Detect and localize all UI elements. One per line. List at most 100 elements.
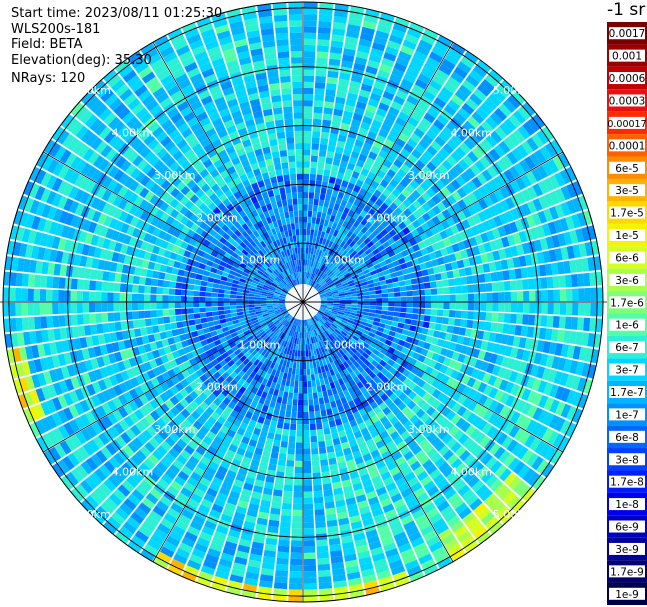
range-gate-cell bbox=[205, 362, 214, 370]
range-gate-cell bbox=[242, 305, 249, 309]
range-gate-cell bbox=[526, 452, 539, 467]
range-gate-cell bbox=[323, 285, 330, 290]
range-gate-cell bbox=[290, 336, 294, 344]
range-gate-cell bbox=[328, 272, 335, 278]
range-gate-cell bbox=[344, 289, 351, 294]
range-gate-cell bbox=[39, 357, 49, 371]
range-gate-cell bbox=[288, 435, 296, 443]
range-gate-cell bbox=[248, 296, 255, 300]
range-gate-cell bbox=[108, 493, 123, 507]
range-gate-cell bbox=[346, 503, 358, 512]
range-gate-cell bbox=[199, 440, 210, 451]
range-gate-cell bbox=[512, 256, 521, 268]
range-gate-cell bbox=[380, 471, 392, 481]
range-gate-cell bbox=[125, 428, 137, 441]
range-gate-cell bbox=[488, 521, 503, 535]
range-gate-cell bbox=[453, 163, 465, 175]
range-gate-cell bbox=[338, 517, 350, 526]
range-gate-cell bbox=[156, 287, 164, 295]
range-gate-cell bbox=[537, 409, 549, 424]
range-gate-cell bbox=[261, 293, 268, 297]
range-gate-cell bbox=[577, 195, 588, 211]
range-gate-cell bbox=[471, 445, 484, 458]
range-gate-cell bbox=[63, 352, 73, 365]
range-gate-cell bbox=[154, 186, 165, 198]
range-gate-cell bbox=[133, 266, 142, 276]
range-gate-cell bbox=[544, 328, 553, 341]
range-gate-cell bbox=[181, 509, 194, 520]
range-gate-cell bbox=[69, 200, 79, 214]
range-gate-cell bbox=[355, 179, 364, 188]
range-gate-cell bbox=[416, 470, 429, 482]
range-gate-cell bbox=[251, 340, 258, 347]
range-gate-cell bbox=[260, 299, 267, 302]
range-gate-cell bbox=[369, 328, 377, 335]
range-gate-cell bbox=[229, 225, 238, 233]
range-gate-cell bbox=[118, 382, 129, 394]
range-gate-cell bbox=[303, 375, 307, 382]
range-gate-cell bbox=[398, 50, 412, 62]
range-gate-cell bbox=[57, 459, 70, 474]
range-gate-cell bbox=[467, 284, 474, 293]
range-gate-cell bbox=[181, 225, 190, 235]
range-gate-cell bbox=[322, 352, 328, 359]
range-gate-cell bbox=[221, 244, 229, 252]
range-gate-cell bbox=[200, 339, 209, 347]
range-gate-cell bbox=[312, 466, 321, 473]
range-gate-cell bbox=[541, 290, 548, 302]
range-gate-cell bbox=[481, 120, 494, 134]
range-gate-cell bbox=[364, 382, 372, 391]
range-gate-cell bbox=[516, 291, 524, 302]
range-gate-cell bbox=[159, 190, 170, 201]
range-gate-cell bbox=[261, 291, 268, 295]
range-gate-cell bbox=[175, 282, 183, 289]
range-gate-cell bbox=[58, 277, 66, 289]
range-gate-cell bbox=[553, 219, 563, 234]
range-gate-cell bbox=[60, 366, 70, 379]
range-gate-cell bbox=[526, 171, 538, 185]
range-gate-cell bbox=[492, 302, 499, 312]
range-gate-cell bbox=[249, 363, 257, 371]
range-gate-cell bbox=[456, 187, 467, 199]
range-gate-cell bbox=[223, 420, 233, 429]
range-gate-cell bbox=[291, 528, 303, 535]
range-gate-cell bbox=[369, 244, 377, 252]
range-gate-cell bbox=[146, 269, 154, 278]
range-gate-cell bbox=[410, 229, 420, 238]
range-gate-cell bbox=[547, 158, 559, 174]
range-gate-cell bbox=[466, 377, 476, 388]
range-gate-cell bbox=[103, 69, 118, 83]
range-gate-cell bbox=[448, 167, 460, 179]
range-gate-cell bbox=[358, 556, 372, 566]
range-gate-cell bbox=[454, 146, 467, 159]
range-gate-cell bbox=[333, 320, 340, 326]
range-gate-cell bbox=[342, 368, 350, 376]
range-gate-cell bbox=[303, 192, 309, 199]
range-gate-cell bbox=[246, 235, 253, 243]
range-gate-cell bbox=[359, 241, 367, 249]
range-gate-cell bbox=[198, 504, 211, 515]
range-gate-cell bbox=[96, 199, 107, 212]
range-gate-cell bbox=[200, 230, 209, 239]
range-gate-cell bbox=[327, 525, 339, 534]
range-gate-cell bbox=[392, 143, 403, 153]
range-gate-cell bbox=[249, 371, 257, 379]
range-gate-cell bbox=[373, 36, 388, 46]
range-gate-cell bbox=[96, 405, 107, 418]
range-gate-cell bbox=[109, 261, 118, 272]
range-gate-cell bbox=[206, 316, 214, 322]
range-gate-cell bbox=[318, 340, 323, 348]
range-gate-cell bbox=[211, 476, 223, 487]
range-gate-cell bbox=[357, 307, 364, 312]
range-gate-cell bbox=[303, 87, 314, 95]
range-gate-cell bbox=[382, 328, 390, 335]
range-gate-cell bbox=[326, 82, 337, 91]
range-gate-cell bbox=[137, 363, 147, 374]
range-gate-cell bbox=[172, 459, 184, 470]
range-gate-cell bbox=[260, 370, 267, 378]
range-gate-cell bbox=[224, 540, 238, 551]
range-gate-cell bbox=[444, 333, 453, 342]
range-gate-cell bbox=[120, 222, 130, 234]
range-gate-cell bbox=[287, 282, 293, 288]
range-gate-cell bbox=[483, 384, 493, 396]
